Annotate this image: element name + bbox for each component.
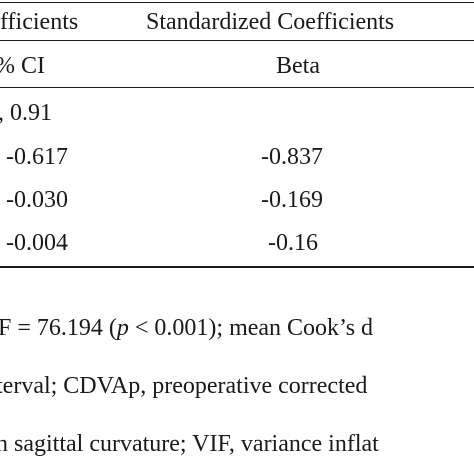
subheader-beta: Beta [276,53,320,79]
table-top-rule [0,2,474,3]
note-line-statistics-post: < 0.001); mean Cook’s d [128,315,374,341]
note-line-statistics: F = 76.194 (p < 0.001); mean Cook’s d [0,314,373,342]
header-standardized-coefficients: Standardized Coefficients [146,9,395,35]
subheader-ci: % CI [0,53,45,79]
row-2-ci: -0.617 [6,144,68,170]
row-4-ci: -0.004 [6,230,68,256]
subheader-rule [0,87,474,88]
note-line-abbreviations-2: n sagittal curvature; VIF, variance infl… [0,431,379,457]
row-2-beta: -0.837 [261,144,323,170]
row-3-ci: -0.030 [6,187,68,213]
header-rule [0,40,474,41]
note-line-statistics-pre: F = 76.194 ( [0,315,117,341]
row-3-beta: -0.169 [261,187,323,213]
row-1-ci: , 0.91 [0,100,52,126]
note-line-statistics-p: p [116,315,129,341]
row-4-beta: -0.16 [268,230,318,256]
table-bottom-rule [0,266,474,268]
note-line-abbreviations-1: terval; CDVAp, preoperative corrected [0,373,368,399]
header-unstandardized-coefficients: fficients [0,9,79,35]
